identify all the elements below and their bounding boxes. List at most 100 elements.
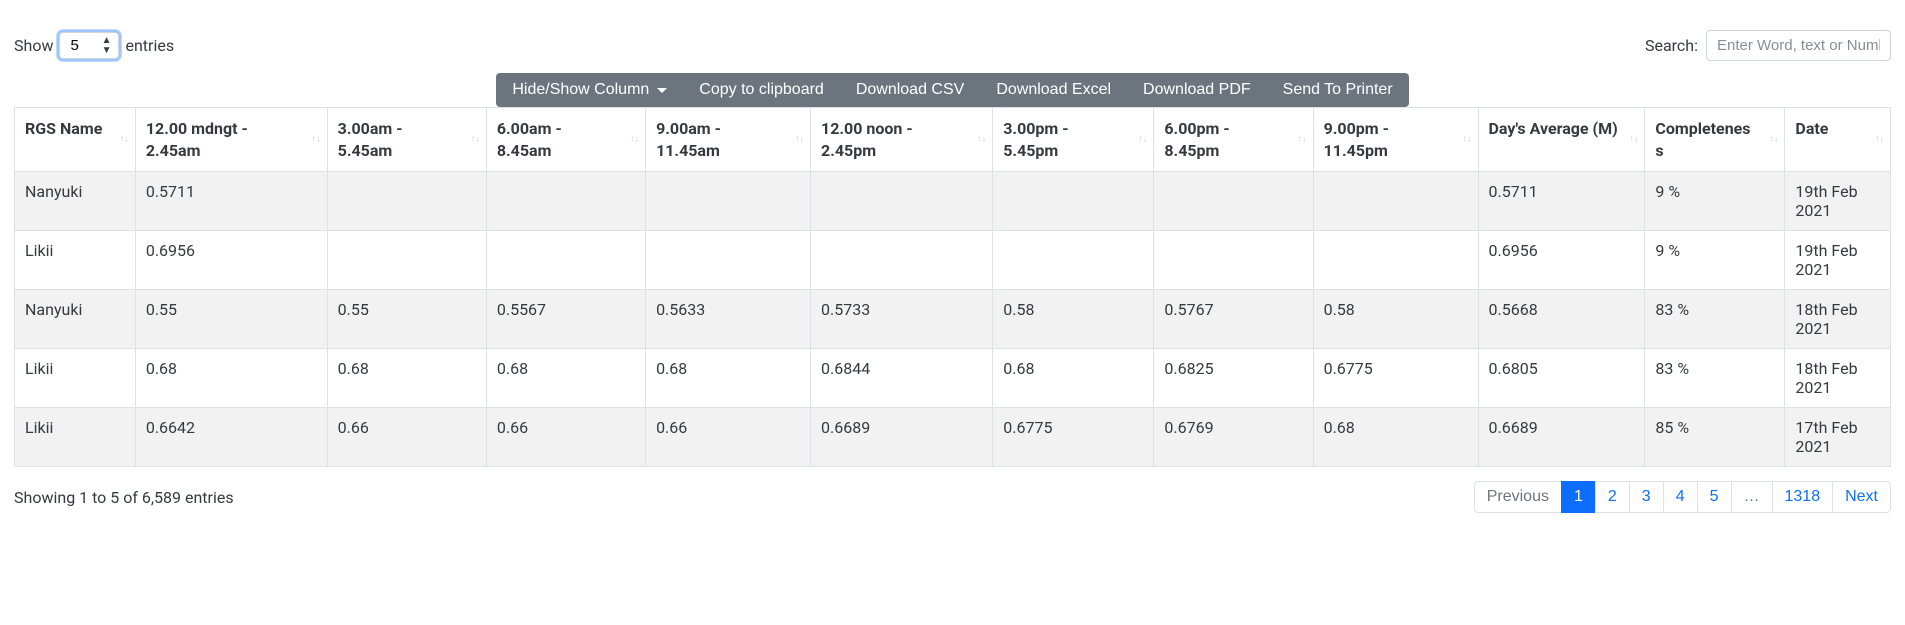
length-select-wrap: 5102550100 ▲▼ [59, 32, 119, 59]
table-row: Likii0.69560.69569 %19th Feb 2021 [15, 231, 1891, 290]
table-cell: 18th Feb 2021 [1785, 349, 1891, 408]
table-cell: 0.68 [993, 349, 1154, 408]
table-cell: 19th Feb 2021 [1785, 231, 1891, 290]
table-body: Nanyuki0.57110.57119 %19th Feb 2021Likii… [15, 172, 1891, 467]
column-header[interactable]: 3.00pm - 5.45pm ↑↓ [993, 108, 1154, 172]
column-header-label: 3.00am - 5.45am [338, 119, 403, 160]
column-header-label: Day's Average (M) [1489, 119, 1618, 138]
table-cell [811, 231, 993, 290]
column-header-label: 12.00 noon - 2.45pm [821, 119, 913, 160]
pagination: Previous12345…1318Next [1474, 481, 1891, 513]
toolbar: Hide/Show Column Copy to clipboard Downl… [14, 73, 1891, 107]
column-header-label: 12.00 mdngt - 2.45am [146, 119, 248, 160]
table-cell: 9 % [1645, 172, 1785, 231]
download-pdf-button[interactable]: Download PDF [1127, 73, 1267, 107]
sort-icon: ↑↓ [977, 135, 986, 144]
table-cell: 0.66 [646, 408, 811, 467]
pagination-page[interactable]: 1 [1561, 481, 1596, 513]
pagination-page[interactable]: 5 [1697, 481, 1732, 513]
table-cell: 0.6769 [1154, 408, 1313, 467]
pagination-page[interactable]: 2 [1595, 481, 1630, 513]
table-row: Likii0.680.680.680.680.68440.680.68250.6… [15, 349, 1891, 408]
table-cell: 0.6956 [135, 231, 327, 290]
send-printer-button[interactable]: Send To Printer [1267, 73, 1409, 107]
table-cell: 0.5567 [486, 290, 645, 349]
table-cell: 0.66 [486, 408, 645, 467]
column-header-label: 6.00am - 8.45am [497, 119, 562, 160]
data-table: RGS Name↑↓12.00 mdngt - 2.45am↑↓3.00am -… [14, 107, 1891, 467]
table-cell: 0.6775 [1313, 349, 1478, 408]
table-row: Likii0.66420.660.660.660.66890.67750.676… [15, 408, 1891, 467]
download-excel-button[interactable]: Download Excel [980, 73, 1127, 107]
pagination-page[interactable]: 4 [1663, 481, 1698, 513]
table-cell [993, 231, 1154, 290]
column-header[interactable]: 12.00 mdngt - 2.45am↑↓ [135, 108, 327, 172]
column-header[interactable]: 12.00 noon - 2.45pm ↑↓ [811, 108, 993, 172]
sort-icon: ↑↓ [120, 135, 129, 144]
pagination-next[interactable]: Next [1832, 481, 1891, 513]
table-cell: 0.55 [327, 290, 486, 349]
column-header-label: 9.00am - 11.45am [656, 119, 721, 160]
table-cell: 0.5733 [811, 290, 993, 349]
table-cell: 0.58 [1313, 290, 1478, 349]
table-cell: 17th Feb 2021 [1785, 408, 1891, 467]
table-cell: 9 % [1645, 231, 1785, 290]
table-cell: 0.55 [135, 290, 327, 349]
column-header[interactable]: 9.00am - 11.45am↑↓ [646, 108, 811, 172]
table-cell: 0.6825 [1154, 349, 1313, 408]
table-cell: 0.6956 [1478, 231, 1645, 290]
caret-down-icon [657, 88, 667, 93]
column-header[interactable]: Date ↑↓ [1785, 108, 1891, 172]
hide-show-column-label: Hide/Show Column [512, 81, 649, 99]
table-cell: 0.6775 [993, 408, 1154, 467]
table-cell: Nanyuki [15, 290, 136, 349]
column-header[interactable]: 6.00pm - 8.45pm↑↓ [1154, 108, 1313, 172]
pagination-ellipsis: … [1731, 481, 1773, 513]
table-cell [646, 172, 811, 231]
table-cell: 0.68 [646, 349, 811, 408]
table-cell: 0.6689 [811, 408, 993, 467]
search-control: Search: [1645, 30, 1891, 61]
pagination-page[interactable]: 3 [1629, 481, 1664, 513]
table-cell [486, 172, 645, 231]
table-controls-top: Show 5102550100 ▲▼ entries Search: [14, 30, 1891, 61]
table-cell [1154, 172, 1313, 231]
table-cell: 85 % [1645, 408, 1785, 467]
column-header[interactable]: Day's Average (M)↑↓ [1478, 108, 1645, 172]
table-cell [811, 172, 993, 231]
copy-clipboard-button[interactable]: Copy to clipboard [683, 73, 840, 107]
table-cell [1154, 231, 1313, 290]
table-cell: Nanyuki [15, 172, 136, 231]
column-header[interactable]: 3.00am - 5.45am↑↓ [327, 108, 486, 172]
table-cell: 0.68 [1313, 408, 1478, 467]
column-header[interactable]: 9.00pm - 11.45pm↑↓ [1313, 108, 1478, 172]
column-header[interactable]: 6.00am - 8.45am↑↓ [486, 108, 645, 172]
table-row: Nanyuki0.550.550.55670.56330.57330.580.5… [15, 290, 1891, 349]
table-cell: 0.66 [327, 408, 486, 467]
table-cell: 0.5668 [1478, 290, 1645, 349]
column-header-label: 3.00pm - 5.45pm [1003, 119, 1068, 160]
table-cell: 0.6689 [1478, 408, 1645, 467]
table-cell [486, 231, 645, 290]
column-header-label: RGS Name [25, 119, 102, 138]
search-label: Search: [1645, 36, 1698, 55]
table-cell [993, 172, 1154, 231]
pagination-previous[interactable]: Previous [1474, 481, 1562, 513]
sort-icon: ↑↓ [1769, 135, 1778, 144]
sort-icon: ↑↓ [1875, 135, 1884, 144]
table-cell: 0.5711 [135, 172, 327, 231]
search-input[interactable] [1706, 30, 1891, 61]
entries-label: entries [125, 36, 174, 55]
table-cell [1313, 172, 1478, 231]
table-cell [646, 231, 811, 290]
length-select[interactable]: 5102550100 [59, 32, 119, 59]
download-csv-button[interactable]: Download CSV [840, 73, 981, 107]
column-header[interactable]: Completeness↑↓ [1645, 108, 1785, 172]
sort-icon: ↑↓ [1138, 135, 1147, 144]
pagination-page[interactable]: 1318 [1772, 481, 1834, 513]
hide-show-column-button[interactable]: Hide/Show Column [496, 73, 683, 107]
sort-icon: ↑↓ [1298, 135, 1307, 144]
column-header[interactable]: RGS Name ↑↓ [15, 108, 136, 172]
sort-icon: ↑↓ [1463, 135, 1472, 144]
column-header-label: Date [1795, 119, 1828, 138]
